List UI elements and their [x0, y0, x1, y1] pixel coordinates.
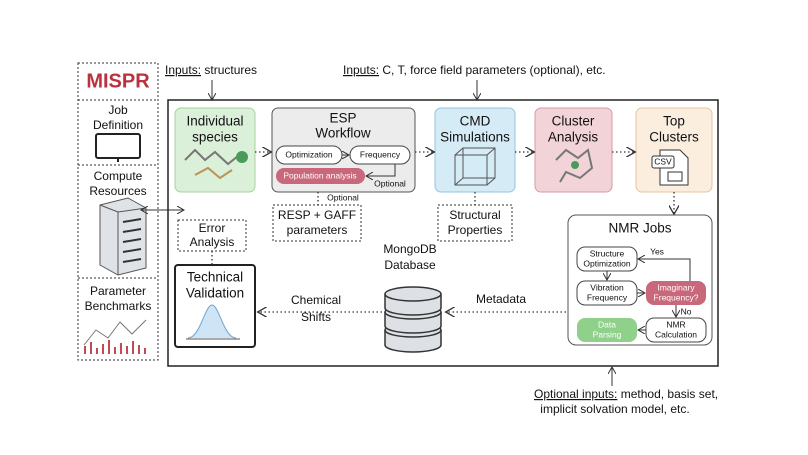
input-text: implicit solvation model, etc.: [540, 402, 689, 416]
step-title: ESP: [329, 111, 356, 126]
input-label: Inputs:: [343, 63, 379, 77]
validation-label: Technical: [187, 270, 243, 285]
nmr-node-label: Parsing: [593, 329, 622, 339]
output-label: Properties: [448, 223, 503, 237]
input-note: Inputs: C, T, force field parameters (op…: [343, 63, 606, 77]
step-title: Simulations: [440, 130, 510, 145]
nmr-node-label: Vibration: [590, 282, 624, 292]
branch-label: Yes: [650, 246, 664, 256]
input-label: Inputs:: [165, 63, 201, 77]
sidebar-label: Benchmarks: [85, 299, 152, 313]
output-box: [437, 204, 513, 242]
file-label: CSV: [654, 156, 672, 166]
validation-label: Validation: [186, 286, 244, 301]
molecule-icon: [184, 148, 239, 166]
bell-curve: [187, 304, 237, 339]
step-title: Clusters: [649, 130, 699, 145]
substep-label: Population analysis: [283, 170, 356, 180]
step-title: Analysis: [548, 130, 599, 145]
sidebar-label: Definition: [93, 118, 143, 132]
nmr-node-label: Frequency?: [654, 292, 699, 302]
workflow-frame: [167, 99, 719, 367]
step-title: species: [192, 130, 238, 145]
nmr-node-label: Optimization: [583, 258, 631, 268]
cube-icon: [454, 147, 496, 186]
nmr-node-label: Data: [598, 319, 616, 329]
benchmark-icon: [83, 319, 147, 346]
sidebar-label: Resources: [89, 184, 146, 198]
substep: [276, 168, 365, 184]
substep-label: Frequency: [360, 149, 401, 159]
error-label: Error: [199, 221, 226, 235]
database-icon: [384, 286, 442, 353]
nmr-node-label: NMR: [666, 319, 685, 329]
validation-box: [174, 264, 256, 348]
input-text: method, basis set,: [617, 387, 718, 401]
sidebar-label: Job: [108, 103, 128, 117]
benchmark-bars: [84, 340, 146, 354]
sidebar-label: Parameter: [90, 284, 146, 298]
input-note: Inputs: structures: [165, 63, 257, 77]
flow-label: Chemical: [291, 293, 341, 307]
output-label: Structural: [449, 208, 500, 222]
output-label: RESP + GAFF: [278, 208, 356, 222]
monitor-icon: [95, 133, 141, 159]
step-title: Workflow: [315, 126, 371, 141]
file-icon: [651, 155, 675, 169]
step-title: CMD: [460, 114, 491, 129]
nmr-title: NMR Jobs: [608, 221, 671, 236]
step-title: Top: [663, 114, 685, 129]
input-label: Optional inputs:: [534, 387, 617, 401]
input-text: C, T, force field parameters (optional),…: [379, 63, 606, 77]
output-box: [272, 204, 362, 242]
input-note: Optional inputs: method, basis set,: [534, 387, 718, 401]
database-label: Database: [384, 258, 436, 272]
substep-label: Optimization: [285, 149, 333, 159]
nmr-node-label: Imaginary: [657, 282, 695, 292]
input-text: structures: [201, 63, 257, 77]
flow-label: Shifts: [301, 310, 331, 324]
logo: MISPR: [86, 70, 150, 92]
flow-arrow: [367, 164, 396, 176]
output-label: parameters: [287, 223, 348, 237]
nmr-node: [646, 281, 706, 305]
sidebar-label: Compute: [94, 169, 143, 183]
cluster-icon: [555, 148, 594, 183]
nmr-node: [577, 318, 637, 342]
step-box: [174, 107, 256, 193]
flow-arrow: [639, 259, 691, 281]
molecule-icon: [236, 151, 248, 163]
molecule-icon: [194, 166, 233, 180]
optional-label: Optional: [327, 192, 359, 202]
cluster-icon: [571, 161, 579, 169]
step-title: Individual: [186, 114, 243, 129]
server-icon: [122, 218, 142, 263]
optional-label: Optional: [374, 178, 406, 188]
substep: [349, 145, 411, 165]
branch-label: No: [681, 306, 692, 316]
nmr-node-label: Structure: [590, 248, 625, 258]
server-icon: [99, 197, 147, 276]
nmr-node-label: Calculation: [655, 329, 697, 339]
step-title: Cluster: [552, 114, 595, 129]
nmr-node-label: Frequency: [587, 292, 628, 302]
database-label: MongoDB: [383, 242, 436, 256]
error-label: Analysis: [190, 235, 235, 249]
flow-label: Metadata: [476, 292, 526, 306]
file-icon: [667, 171, 683, 182]
